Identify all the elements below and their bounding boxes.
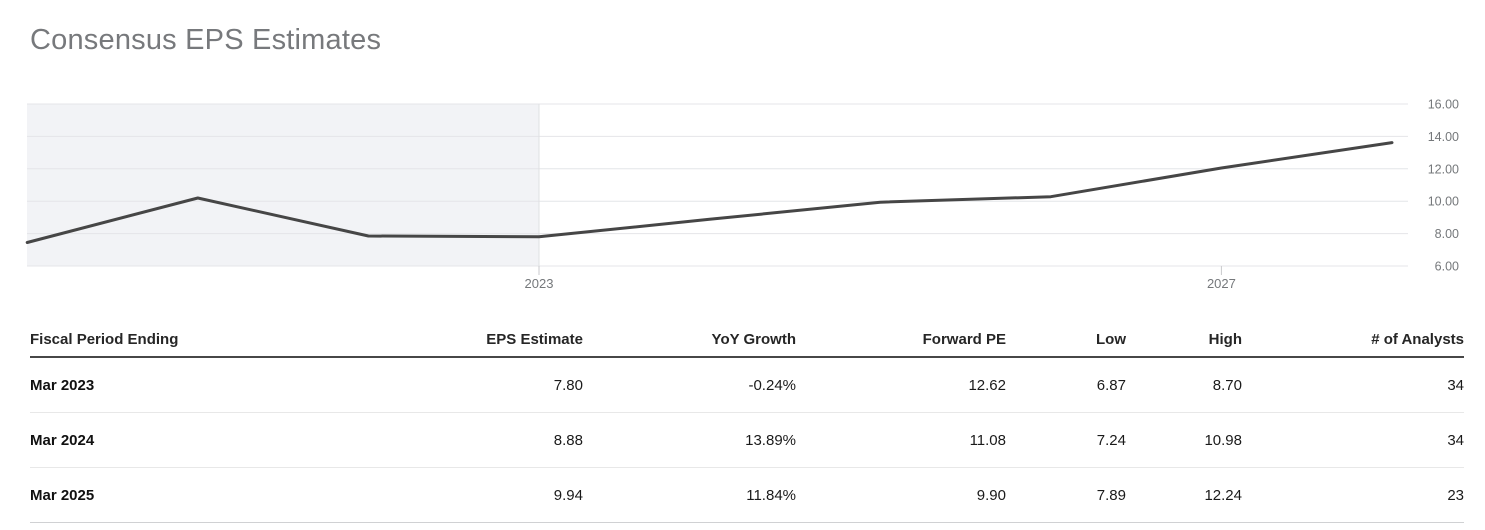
cell-eps-estimate: 8.88 bbox=[330, 412, 583, 468]
cell-low: 6.87 bbox=[1006, 357, 1126, 413]
column-header-of-analysts: # of Analysts bbox=[1242, 322, 1464, 358]
cell-forward-pe: 9.90 bbox=[796, 467, 1006, 523]
cell-yoy-growth: -0.24% bbox=[583, 357, 796, 413]
table-row-mar-2025: Mar 2025 9.94 11.84% 9.90 7.89 12.24 23 bbox=[30, 467, 1464, 523]
eps-estimates-table: Fiscal Period Ending EPS Estimate YoY Grow… bbox=[30, 322, 1464, 523]
y-axis-label: 8.00 bbox=[1435, 227, 1459, 241]
cell-high: 8.70 bbox=[1126, 357, 1242, 413]
eps-series-line bbox=[25, 141, 1394, 244]
cell-of-analysts: 23 bbox=[1242, 467, 1464, 523]
y-axis-label: 12.00 bbox=[1428, 162, 1459, 176]
cell-low: 7.89 bbox=[1006, 467, 1126, 523]
eps-estimates-table-wrap: Fiscal Period Ending EPS Estimate YoY Grow… bbox=[30, 322, 1464, 523]
cell-yoy-growth: 11.84% bbox=[583, 467, 796, 523]
y-axis-label: 14.00 bbox=[1428, 130, 1459, 144]
cell-fiscal-period-ending: Mar 2024 bbox=[30, 412, 330, 468]
cell-low: 7.24 bbox=[1006, 412, 1126, 468]
cell-forward-pe: 11.08 bbox=[796, 412, 1006, 468]
cell-forward-pe: 12.62 bbox=[796, 357, 1006, 413]
eps-line-chart: 2023 2027 16.00 14.00 12.00 10.00 8.00 6.00 bbox=[0, 95, 1485, 300]
cell-high: 10.98 bbox=[1126, 412, 1242, 468]
cell-of-analysts: 34 bbox=[1242, 412, 1464, 468]
y-axis-label: 6.00 bbox=[1435, 260, 1459, 274]
x-axis-label: 2027 bbox=[1207, 276, 1236, 291]
table-row-mar-2024: Mar 2024 8.88 13.89% 11.08 7.24 10.98 34 bbox=[30, 412, 1464, 468]
column-header-eps-estimate: EPS Estimate bbox=[330, 322, 583, 358]
cell-yoy-growth: 13.89% bbox=[583, 412, 796, 468]
cell-eps-estimate: 9.94 bbox=[330, 467, 583, 523]
y-axis-label: 10.00 bbox=[1428, 195, 1459, 209]
column-header-yoy-growth: YoY Growth bbox=[583, 322, 796, 358]
y-axis-label: 16.00 bbox=[1428, 98, 1459, 112]
column-header-high: High bbox=[1126, 322, 1242, 358]
cell-fiscal-period-ending: Mar 2023 bbox=[30, 357, 330, 413]
eps-chart-canvas: 2023 2027 16.00 14.00 12.00 10.00 8.00 6.00 bbox=[25, 98, 1459, 291]
cell-fiscal-period-ending: Mar 2025 bbox=[30, 467, 330, 523]
column-header-forward-pe: Forward PE bbox=[796, 322, 1006, 358]
cell-eps-estimate: 7.80 bbox=[330, 357, 583, 413]
x-axis-label: 2023 bbox=[525, 276, 554, 291]
cell-of-analysts: 34 bbox=[1242, 357, 1464, 413]
cell-high: 12.24 bbox=[1126, 467, 1242, 523]
column-header-fiscal-period-ending: Fiscal Period Ending bbox=[30, 322, 330, 358]
table-row-mar-2023: Mar 2023 7.80 -0.24% 12.62 6.87 8.70 34 bbox=[30, 357, 1464, 413]
table-header-row: Fiscal Period Ending EPS Estimate YoY Grow… bbox=[30, 322, 1464, 358]
historical-region-shade bbox=[27, 104, 539, 266]
page-title: Consensus EPS Estimates bbox=[30, 24, 382, 56]
column-header-low: Low bbox=[1006, 322, 1126, 358]
